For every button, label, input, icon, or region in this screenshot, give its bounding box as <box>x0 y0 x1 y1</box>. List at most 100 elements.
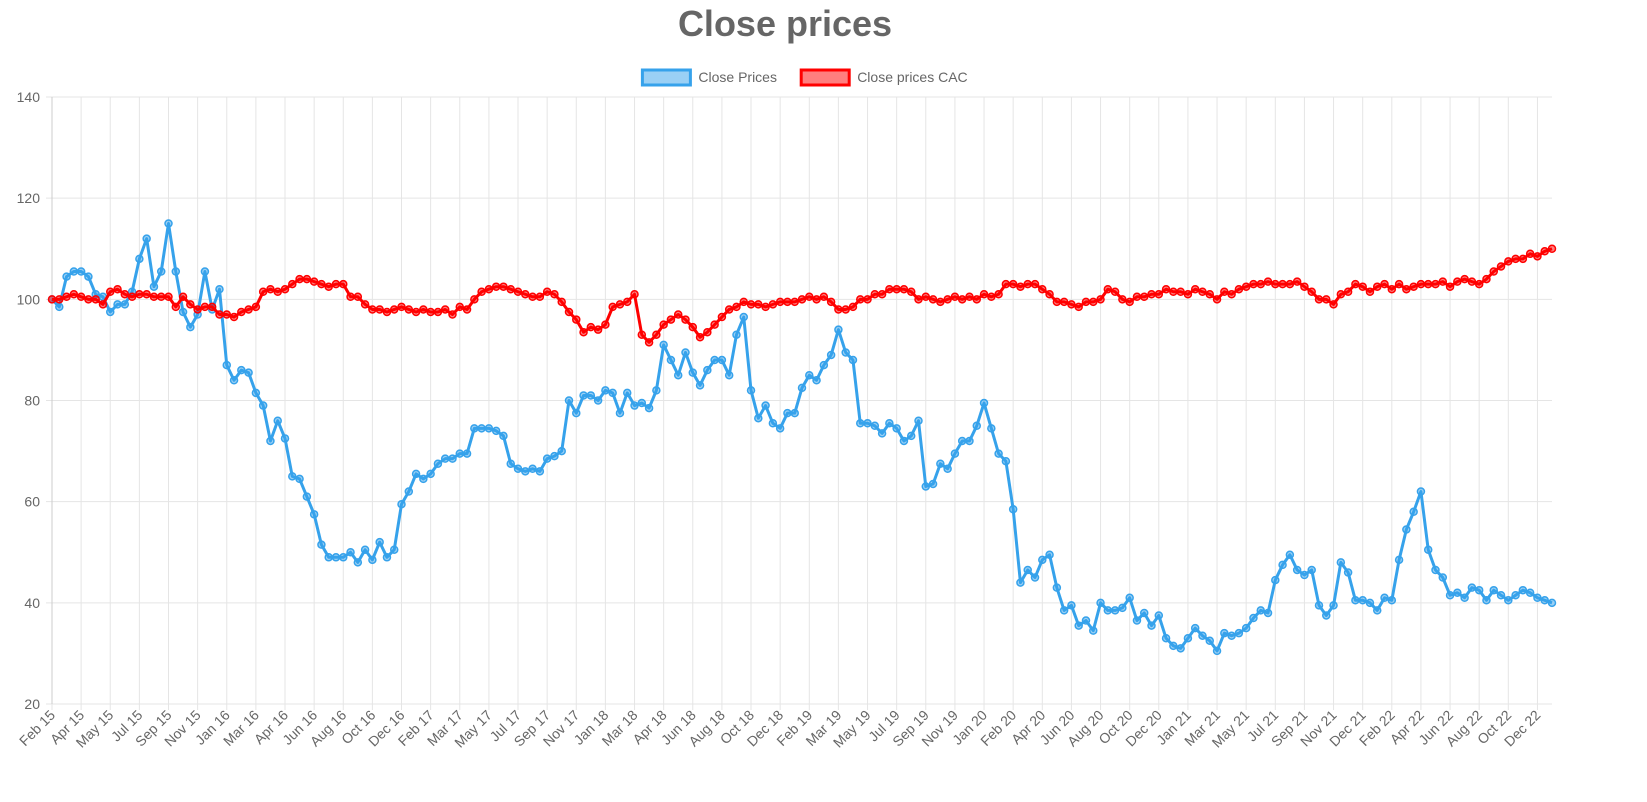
point <box>237 365 246 375</box>
point <box>593 396 603 405</box>
point <box>360 300 370 309</box>
point <box>950 292 960 302</box>
point <box>856 295 865 304</box>
point <box>1285 550 1295 560</box>
point <box>375 537 384 547</box>
point <box>1183 633 1193 643</box>
point <box>928 479 938 489</box>
point <box>1365 287 1375 296</box>
point <box>375 305 384 314</box>
y-tick-label: 140 <box>17 89 41 105</box>
point <box>1292 565 1302 575</box>
point <box>1271 575 1280 585</box>
point <box>1511 254 1520 264</box>
point <box>1278 560 1287 570</box>
point <box>76 267 86 276</box>
point <box>1540 247 1549 256</box>
point <box>841 348 850 357</box>
point <box>1445 590 1455 600</box>
point <box>914 416 923 425</box>
point <box>1169 641 1178 651</box>
point <box>550 290 559 299</box>
point <box>739 312 748 322</box>
point <box>717 355 727 365</box>
point <box>448 310 457 319</box>
point <box>477 424 486 433</box>
point <box>1285 279 1295 289</box>
point <box>339 279 348 289</box>
point <box>317 540 326 549</box>
point <box>84 272 93 281</box>
point <box>732 330 741 339</box>
point <box>681 348 690 357</box>
point <box>921 482 931 491</box>
point <box>1081 297 1091 307</box>
point <box>462 449 472 458</box>
point <box>470 295 479 304</box>
point <box>1518 254 1528 264</box>
point <box>601 386 610 395</box>
point <box>280 434 290 443</box>
point <box>870 421 880 431</box>
point <box>1212 646 1222 656</box>
point <box>535 467 545 476</box>
point <box>1081 616 1091 625</box>
point <box>1089 297 1098 307</box>
point <box>1096 598 1105 608</box>
point <box>906 287 916 296</box>
point <box>382 553 392 562</box>
point <box>754 300 763 309</box>
point <box>659 320 668 329</box>
point <box>215 284 224 294</box>
point <box>564 396 574 405</box>
point <box>1474 585 1484 595</box>
point <box>1052 583 1062 592</box>
point <box>972 295 982 304</box>
point <box>120 300 130 309</box>
point <box>928 295 938 304</box>
point <box>1438 277 1448 286</box>
point <box>1402 525 1411 534</box>
y-tick-label: 120 <box>17 190 41 206</box>
point <box>746 386 756 395</box>
point <box>1431 279 1440 289</box>
point <box>1169 287 1178 296</box>
point <box>1103 606 1113 615</box>
point <box>69 267 79 276</box>
point <box>1256 606 1265 615</box>
point <box>215 310 224 319</box>
point <box>229 376 239 385</box>
legend: Close Prices Close prices CAC <box>640 68 968 87</box>
point <box>178 292 188 302</box>
point <box>55 295 64 304</box>
point <box>1380 279 1389 289</box>
point <box>171 302 181 312</box>
point <box>724 305 734 314</box>
point <box>601 320 610 329</box>
point <box>1271 279 1280 289</box>
point <box>1336 290 1346 299</box>
point <box>1533 593 1542 603</box>
point <box>1322 611 1331 620</box>
point <box>688 368 698 377</box>
point <box>1132 292 1142 302</box>
point <box>69 290 79 299</box>
point <box>1118 295 1127 304</box>
point <box>644 403 654 413</box>
point <box>448 454 457 463</box>
point <box>309 510 319 519</box>
point <box>426 307 435 317</box>
point <box>899 284 909 294</box>
point <box>906 431 916 441</box>
y-tick-label: 20 <box>24 696 40 712</box>
point <box>135 254 144 264</box>
series <box>47 219 1557 656</box>
point <box>761 302 770 312</box>
point <box>1125 593 1134 603</box>
legend-swatch <box>799 68 851 87</box>
point <box>142 290 151 299</box>
point <box>491 282 501 291</box>
chart-title: Close prices <box>678 3 892 44</box>
point <box>703 365 712 375</box>
point <box>1278 279 1287 289</box>
